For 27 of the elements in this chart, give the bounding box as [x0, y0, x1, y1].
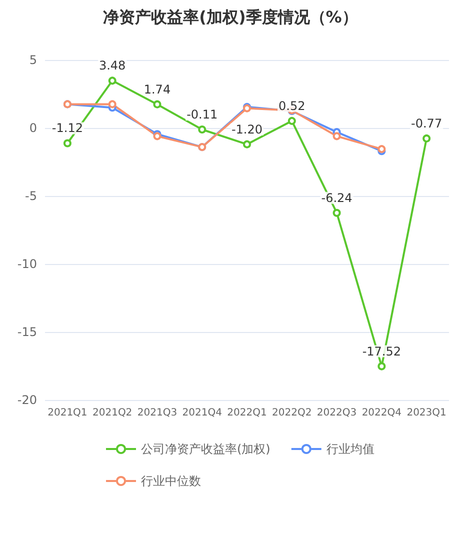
data-label: 1.74	[144, 82, 171, 96]
x-tick-label: 2022Q4	[362, 408, 402, 418]
data-label: -6.24	[321, 190, 352, 205]
y-tick-label: 0	[29, 121, 37, 135]
data-label: 3.48	[98, 58, 126, 73]
data-label: -1.12	[52, 121, 83, 136]
x-tick-label: 2021Q1	[48, 408, 88, 418]
x-tick-label: 2021Q4	[182, 408, 222, 418]
x-tick-label: 2022Q3	[316, 408, 357, 418]
data-label: -17.52	[362, 344, 402, 358]
data-label: -1.20	[231, 122, 263, 136]
y-tick-label: 5	[29, 53, 37, 67]
y-tick-label: -20	[17, 393, 37, 407]
y-tick-label: -5	[25, 189, 37, 203]
chart-title: 净资产收益率(加权)季度情况（%）	[103, 8, 358, 26]
x-tick-label: 2021Q3	[137, 408, 178, 418]
y-tick-label: -10	[17, 257, 37, 271]
legend-label: 公司净资产收益率(加权)	[141, 442, 270, 456]
data-label: -0.11	[186, 107, 218, 122]
x-tick-label: 2022Q2	[272, 408, 312, 418]
data-label: -0.77	[411, 116, 442, 130]
x-tick-label: 2021Q2	[92, 408, 132, 418]
legend-label: 行业中位数	[141, 474, 201, 488]
x-tick-label: 2023Q1	[406, 408, 446, 418]
x-tick-label: 2022Q1	[227, 408, 267, 418]
legend-label: 行业均值	[326, 442, 374, 456]
y-tick-label: -15	[17, 325, 37, 339]
